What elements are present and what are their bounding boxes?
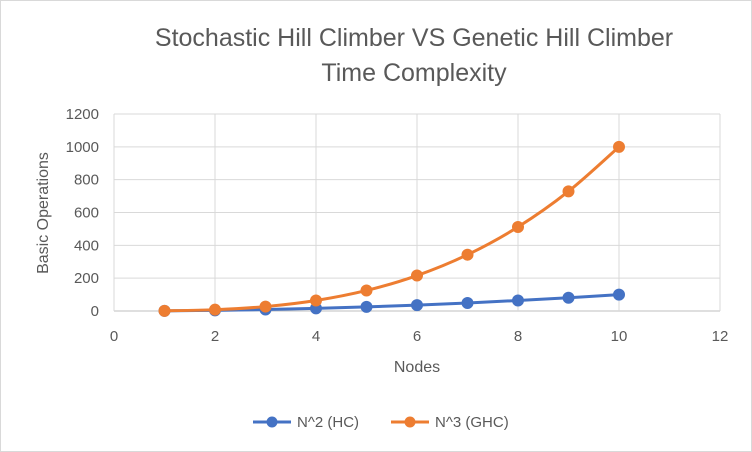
chart-title-line-1: Stochastic Hill Climber VS Genetic Hill … xyxy=(155,24,673,52)
x-tick-label: 12 xyxy=(712,328,729,345)
y-tick-label: 0 xyxy=(91,303,99,320)
data-point xyxy=(259,300,272,313)
y-tick-label: 800 xyxy=(74,172,99,189)
legend-marker xyxy=(266,416,278,428)
plot-series xyxy=(158,140,625,317)
legend-label: N^3 (GHC) xyxy=(435,414,509,431)
legend-marker xyxy=(404,416,416,428)
tick-labels: 0 200 400 600 800 1000 1200 0 2 4 6 8 10 12 xyxy=(66,106,729,345)
y-axis-title: Basic Operations xyxy=(35,152,52,274)
data-point xyxy=(310,294,322,307)
data-point xyxy=(209,303,221,316)
data-point xyxy=(411,299,423,312)
data-point xyxy=(562,185,575,198)
gridlines xyxy=(113,113,721,312)
data-point xyxy=(360,284,373,297)
y-tick-label: 1200 xyxy=(66,106,99,123)
data-point xyxy=(512,220,524,233)
x-tick-label: 8 xyxy=(514,328,522,345)
chart-title-line-2: Time Complexity xyxy=(321,59,507,87)
data-point xyxy=(461,248,474,261)
data-point xyxy=(411,269,423,282)
data-point xyxy=(158,304,171,317)
y-tick-label: 1000 xyxy=(66,139,99,156)
x-tick-label: 2 xyxy=(211,328,219,345)
x-tick-label: 10 xyxy=(611,328,628,345)
series-line-1 xyxy=(163,293,621,313)
data-point xyxy=(360,300,373,313)
data-point xyxy=(562,291,575,304)
legend-label: N^2 (HC) xyxy=(297,414,359,431)
data-point xyxy=(613,288,625,301)
legend: N^2 (HC) N^3 (GHC) xyxy=(253,414,509,431)
x-tick-label: 4 xyxy=(312,328,320,345)
data-point xyxy=(461,296,474,309)
data-point xyxy=(512,294,524,307)
data-point xyxy=(613,140,625,153)
x-tick-label: 6 xyxy=(413,328,421,345)
y-tick-label: 600 xyxy=(74,205,99,222)
y-tick-label: 400 xyxy=(74,237,99,254)
x-tick-label: 0 xyxy=(110,328,118,345)
series-line-2 xyxy=(163,145,621,313)
y-tick-label: 200 xyxy=(74,270,99,287)
x-axis-title: Nodes xyxy=(394,359,440,376)
